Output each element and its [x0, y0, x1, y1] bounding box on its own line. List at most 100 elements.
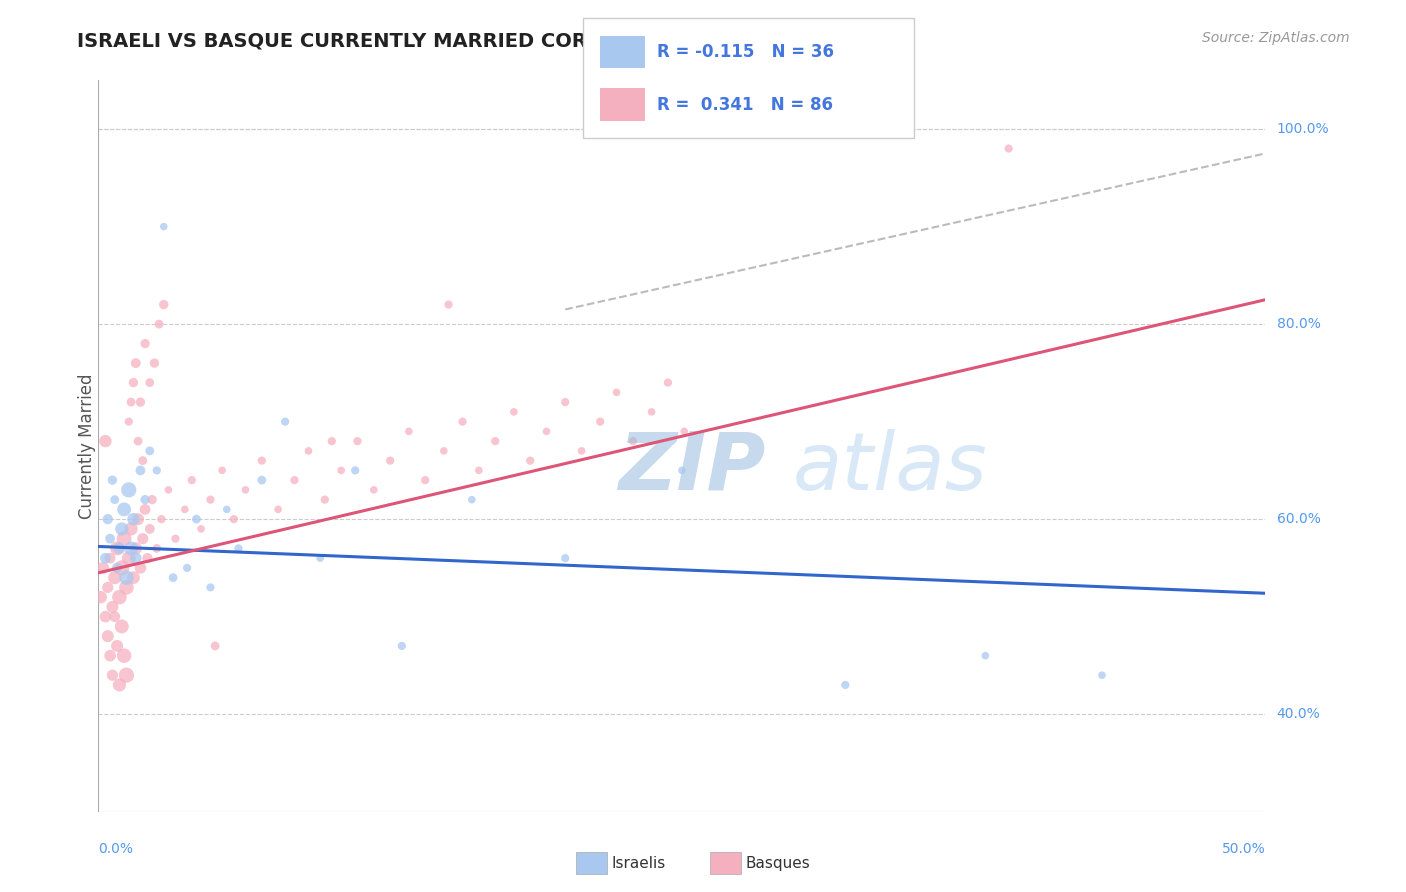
- Point: [165, 532, 187, 546]
- Point: [115, 571, 138, 585]
- Point: [146, 463, 169, 477]
- Point: [139, 443, 162, 458]
- Point: [118, 415, 141, 429]
- Point: [98, 551, 121, 566]
- Point: [105, 541, 128, 556]
- Point: [391, 639, 413, 653]
- Point: [122, 512, 145, 526]
- Point: [148, 317, 170, 331]
- Text: R =  0.341   N = 86: R = 0.341 N = 86: [657, 95, 832, 113]
- Point: [134, 502, 156, 516]
- Point: [143, 356, 166, 370]
- Text: 50.0%: 50.0%: [1222, 842, 1265, 856]
- Point: [125, 541, 148, 556]
- Point: [129, 395, 152, 409]
- Point: [139, 522, 162, 536]
- Text: Israelis: Israelis: [612, 856, 666, 871]
- Point: [108, 541, 131, 556]
- Point: [671, 463, 693, 477]
- Point: [125, 356, 148, 370]
- Point: [157, 483, 180, 497]
- Text: 40.0%: 40.0%: [1277, 707, 1320, 722]
- Point: [97, 512, 120, 526]
- Point: [176, 561, 198, 575]
- Point: [97, 581, 120, 595]
- Y-axis label: Currently Married: Currently Married: [79, 373, 96, 519]
- Point: [94, 434, 117, 449]
- Point: [141, 492, 163, 507]
- Text: 80.0%: 80.0%: [1277, 317, 1320, 331]
- Point: [101, 668, 124, 682]
- Point: [98, 648, 121, 663]
- Point: [152, 297, 174, 311]
- Point: [120, 522, 142, 536]
- Point: [127, 512, 149, 526]
- Text: 100.0%: 100.0%: [1277, 122, 1329, 136]
- Point: [132, 532, 155, 546]
- Point: [104, 571, 127, 585]
- Point: [115, 668, 138, 682]
- Point: [344, 463, 367, 477]
- Point: [484, 434, 506, 449]
- Text: ZIP: ZIP: [617, 429, 765, 507]
- Point: [104, 492, 127, 507]
- Text: Source: ZipAtlas.com: Source: ZipAtlas.com: [1202, 31, 1350, 45]
- Point: [554, 551, 576, 566]
- Point: [974, 648, 997, 663]
- Point: [152, 219, 174, 234]
- Point: [101, 473, 124, 487]
- Point: [297, 443, 319, 458]
- Point: [274, 415, 297, 429]
- Point: [235, 483, 257, 497]
- Point: [115, 581, 138, 595]
- Point: [997, 142, 1019, 156]
- Point: [589, 415, 612, 429]
- Point: [433, 443, 456, 458]
- Point: [346, 434, 368, 449]
- Text: atlas: atlas: [793, 429, 987, 507]
- Point: [314, 492, 336, 507]
- Point: [105, 639, 128, 653]
- Point: [108, 678, 131, 692]
- Point: [211, 463, 233, 477]
- Point: [146, 541, 169, 556]
- Point: [129, 463, 152, 477]
- Text: ISRAELI VS BASQUE CURRENTLY MARRIED CORRELATION CHART: ISRAELI VS BASQUE CURRENTLY MARRIED CORR…: [77, 31, 775, 50]
- Point: [162, 571, 184, 585]
- Point: [122, 571, 145, 585]
- Point: [134, 336, 156, 351]
- Point: [502, 405, 524, 419]
- Point: [125, 551, 148, 566]
- Point: [104, 609, 127, 624]
- Point: [190, 522, 212, 536]
- Point: [437, 297, 460, 311]
- Point: [200, 581, 222, 595]
- Point: [139, 376, 162, 390]
- Point: [111, 561, 134, 575]
- Point: [108, 590, 131, 604]
- Text: Basques: Basques: [745, 856, 810, 871]
- Point: [250, 473, 273, 487]
- Point: [111, 619, 134, 633]
- Point: [1091, 668, 1114, 682]
- Text: R = -0.115   N = 36: R = -0.115 N = 36: [657, 43, 834, 61]
- Point: [134, 492, 156, 507]
- Point: [834, 678, 856, 692]
- Point: [621, 434, 644, 449]
- Point: [94, 551, 117, 566]
- Point: [215, 502, 238, 516]
- Point: [186, 512, 208, 526]
- Point: [180, 473, 202, 487]
- Point: [122, 376, 145, 390]
- Point: [112, 532, 135, 546]
- Point: [657, 376, 679, 390]
- Text: 60.0%: 60.0%: [1277, 512, 1320, 526]
- Point: [451, 415, 474, 429]
- Point: [250, 453, 273, 467]
- Point: [90, 590, 112, 604]
- Point: [118, 483, 141, 497]
- Point: [640, 405, 662, 419]
- Point: [321, 434, 343, 449]
- Point: [606, 385, 628, 400]
- Point: [127, 434, 149, 449]
